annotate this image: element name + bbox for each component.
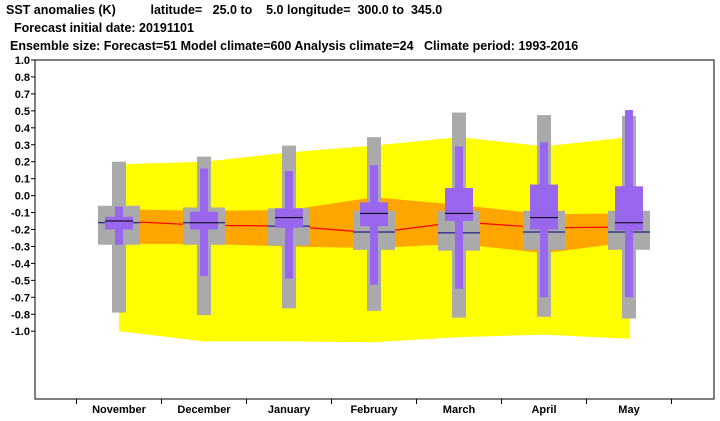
forecast-box	[615, 186, 643, 231]
x-tick-label: February	[350, 404, 398, 416]
x-tick-label: November	[92, 404, 147, 416]
x-tick-label: May	[618, 404, 640, 416]
y-tick-label: -0.7	[11, 292, 30, 304]
x-tick-label: January	[268, 404, 311, 416]
x-tick-label: December	[177, 404, 231, 416]
forecast-box	[360, 202, 388, 227]
y-tick-label: 0.4	[15, 123, 31, 135]
x-tick-label: March	[443, 404, 476, 416]
y-tick-label: 0.5	[15, 106, 30, 118]
y-tick-label: -0.2	[11, 225, 30, 237]
y-tick-label: -1.0	[11, 326, 30, 338]
y-tick-label: 0.8	[15, 72, 30, 84]
y-tick-label: 0.1	[15, 174, 30, 186]
y-tick-label: -0.1	[11, 208, 30, 220]
forecast-box	[445, 187, 473, 222]
y-tick-label: 0.7	[15, 89, 30, 101]
y-tick-label: 0.2	[15, 157, 30, 169]
chart-header-line1: SST anomalies (K) latitude= 25.0 to 5.0 …	[6, 3, 443, 17]
y-tick-label: -0.4	[11, 258, 31, 270]
y-tick-label: -0.3	[11, 241, 30, 253]
y-tick-label: 0.0	[15, 191, 30, 203]
y-tick-label: 0.3	[15, 140, 30, 152]
y-tick-label: 1.0	[15, 55, 30, 67]
y-tick-label: -0.8	[11, 309, 30, 321]
forecast-box	[105, 216, 133, 230]
forecast-box	[530, 184, 558, 230]
y-tick-label: -0.5	[11, 275, 30, 287]
chart-header-line3: Ensemble size: Forecast=51 Model climate…	[10, 39, 579, 53]
axes: 1.0 0.8 0.7 0.5 0.4 0.3 0.2 0.1 0.0 -0.1 -0.2 -0.3 -…	[11, 55, 715, 416]
box-plots	[98, 110, 650, 319]
chart-header-line2: Forecast initial date: 20191101	[14, 21, 194, 35]
x-tick-label: April	[531, 404, 556, 416]
forecast-box	[190, 211, 218, 230]
